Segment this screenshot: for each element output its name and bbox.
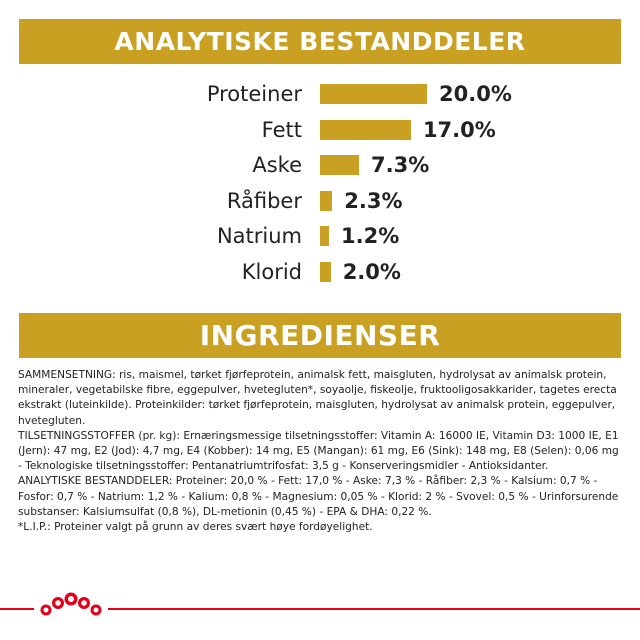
royal-canin-crown-icon [34, 588, 108, 618]
nutrient-label: Natrium [216, 224, 302, 248]
nutrient-bar [320, 155, 360, 175]
nutrient-bar [320, 119, 411, 140]
nutrient-label: Aske [252, 153, 302, 177]
nutrient-row: Proteiner 20.0% [0, 80, 640, 108]
nutrient-row: Råfiber 2.3% [0, 187, 640, 215]
nutrient-value: 17.0% [422, 117, 496, 142]
ingredients-text-block: SAMMENSETNING: ris, maismel, tørket fjør… [18, 368, 624, 535]
nutrient-bar [320, 261, 331, 282]
additives-paragraph: TILSETNINGSSTOFFER (pr. kg): Ernæringsme… [18, 429, 619, 473]
nutrient-value: 1.2% [341, 224, 400, 248]
nutrient-bar [320, 190, 333, 211]
nutrient-row: Fett 17.0% [0, 116, 640, 144]
nutrient-row: Aske 7.3% [0, 151, 640, 179]
nutrient-value: 2.3% [344, 188, 403, 213]
nutrient-label: Råfiber [226, 188, 302, 213]
analytics-section-title: ANALYTISKE BESTANDDELER [19, 19, 621, 64]
nutrient-label: Fett [261, 117, 302, 142]
nutrient-value: 20.0% [439, 82, 512, 106]
nutrient-label: Proteiner [206, 82, 302, 106]
nutrient-row: Klorid 2.0% [0, 258, 640, 286]
nutrient-value: 7.3% [371, 153, 430, 177]
nutrient-value: 2.0% [342, 259, 401, 284]
nutrient-bar-list: Proteiner 20.0% Fett 17.0% Aske 7.3% Råfiber 2.… [0, 0, 640, 300]
composition-paragraph: SAMMENSETNING: ris, maismel, tørket fjør… [18, 369, 617, 427]
nutrient-row: Natrium 1.2% [0, 222, 640, 250]
footnote-paragraph: *L.I.P.: Proteiner valgt på grunn av der… [18, 521, 373, 534]
analytics-paragraph: ANALYTISKE BESTANDDELER: Proteiner: 20,0… [18, 475, 619, 518]
nutrient-bar [320, 226, 329, 246]
nutrient-label: Klorid [241, 259, 302, 284]
footer-red-line [0, 608, 640, 610]
nutrient-bar [320, 84, 427, 104]
ingredients-section-title: INGREDIENSER [19, 313, 621, 358]
